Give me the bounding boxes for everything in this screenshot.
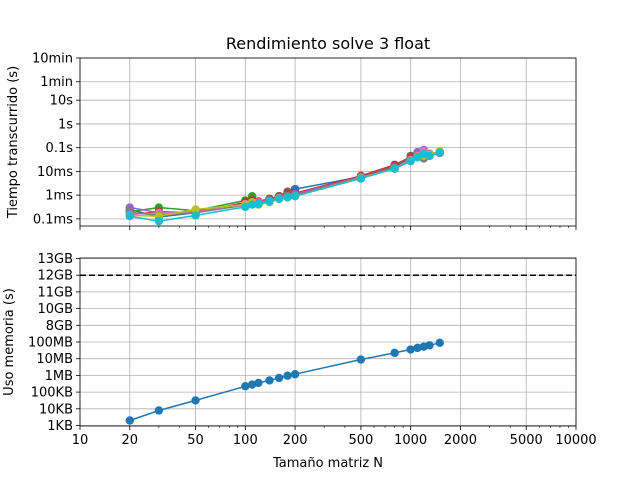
top-y-axis-label: Tiempo transcurrido (s) <box>6 66 21 219</box>
bottom-y-tick-label: 10KB <box>39 402 73 417</box>
memory-data-point <box>274 373 284 383</box>
memory-data-point <box>265 376 274 385</box>
x-tick-label: 5000 <box>510 433 543 448</box>
top-data-point <box>241 202 250 212</box>
x-tick-label: 100 <box>233 433 258 448</box>
memory-data-point <box>406 345 415 354</box>
bottom-y-axis-label: Uso memoria (s) <box>2 288 17 396</box>
bottom-y-tick-label: 11GB <box>37 285 73 300</box>
bottom-y-tick-label: 1MB <box>45 369 73 384</box>
bottom-y-tick-label: 10MB <box>36 352 73 367</box>
top-y-tick-label: 10s <box>50 94 74 109</box>
top-data-point <box>265 197 274 206</box>
x-axis-label: Tamaño matriz N <box>272 456 383 471</box>
top-data-point <box>125 211 134 221</box>
top-data-point <box>283 193 292 202</box>
top-y-ticks: 0.1ms 1ms 10ms 0.1s 1s 10s 1min 10min <box>32 52 80 227</box>
memory-data-point <box>413 343 422 353</box>
top-data-point <box>390 164 399 173</box>
x-tick-label: 1000 <box>394 433 427 448</box>
memory-data-point <box>356 355 366 364</box>
memory-data-point <box>290 370 300 379</box>
x-tick-label: 500 <box>348 433 373 448</box>
top-series-group <box>125 145 444 226</box>
top-data-point <box>274 194 284 204</box>
memory-data-point <box>191 396 200 405</box>
top-y-tick-label: 10min <box>32 52 73 67</box>
bottom-y-tick-label: 13GB <box>37 252 73 267</box>
memory-data-point <box>435 338 444 348</box>
top-data-point <box>191 211 200 220</box>
x-tick-label: 2000 <box>444 433 477 448</box>
top-data-point <box>290 192 300 201</box>
top-data-point <box>247 200 257 209</box>
x-tick-label: 20 <box>121 433 138 448</box>
memory-data-point <box>283 371 292 380</box>
top-data-point <box>425 151 434 161</box>
bottom-y-tick-label: 100MB <box>28 336 73 351</box>
memory-data-point <box>241 382 250 391</box>
top-x-ticks <box>79 226 577 230</box>
top-data-point <box>356 174 366 183</box>
bottom-y-tick-label: 10GB <box>37 302 73 317</box>
bottom-y-tick-label: 1KB <box>47 419 73 434</box>
top-data-point <box>413 152 422 162</box>
top-data-point <box>191 205 200 214</box>
memory-data-point <box>125 416 134 425</box>
top-data-point <box>254 199 263 209</box>
x-tick-label: 200 <box>283 433 308 448</box>
x-tick-label: 10000 <box>555 433 596 448</box>
top-y-tick-label: 0.1ms <box>33 212 73 227</box>
top-y-tick-label: 0.1s <box>46 141 74 156</box>
memory-data-point <box>254 378 263 388</box>
top-y-tick-label: 10ms <box>37 165 73 180</box>
x-tick-label: 10 <box>72 433 89 448</box>
bottom-y-tick-label: 8GB <box>46 319 73 334</box>
bottom-y-tick-label: 12GB <box>37 269 73 284</box>
chart-title: Rendimiento solve 3 float <box>226 34 430 53</box>
bottom-series-group <box>80 274 576 425</box>
top-y-tick-label: 1ms <box>45 189 73 204</box>
bottom-y-tick-label: 100KB <box>31 386 73 401</box>
x-tick-label: 50 <box>187 433 204 448</box>
top-y-tick-label: 1min <box>40 75 73 90</box>
memory-data-point <box>425 341 434 350</box>
top-data-point <box>154 216 164 226</box>
top-data-point <box>435 148 444 157</box>
memory-data-point <box>154 406 164 415</box>
memory-data-point <box>390 348 399 358</box>
top-y-tick-label: 1s <box>58 117 73 132</box>
bottom-grid <box>79 258 577 426</box>
bottom-x-ticks: 10 20 50 100 200 500 1000 2000 5000 10000 <box>72 426 597 448</box>
top-axes-frame <box>79 57 577 227</box>
top-data-point <box>406 156 415 166</box>
